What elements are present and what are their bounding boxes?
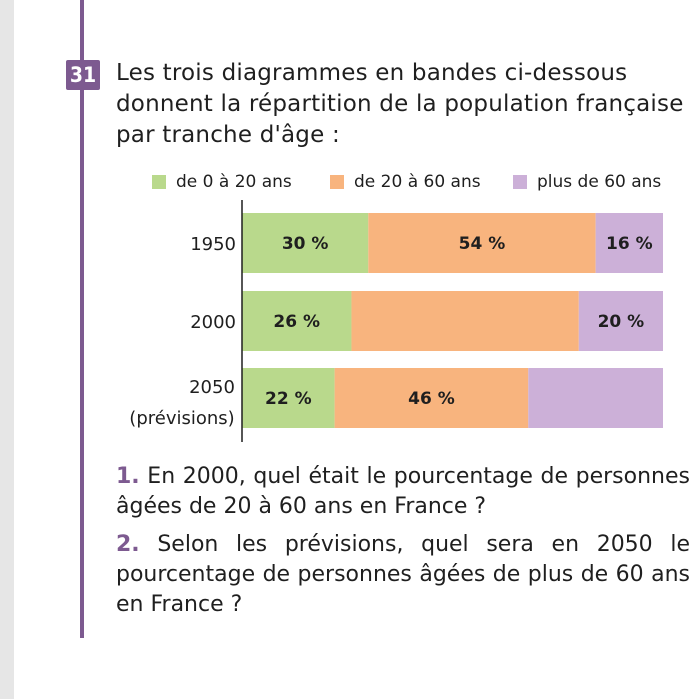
- exercise-number-badge: 31: [66, 60, 100, 90]
- page-edge-strip: [0, 0, 14, 699]
- legend-swatch-orange: [330, 175, 344, 189]
- bar-segment-1950-2: [595, 213, 663, 273]
- legend-item-20-60: de 20 à 60 ans: [330, 172, 481, 192]
- bar-data-label-1950-2: 16 %: [606, 234, 653, 254]
- bar-segment-2050-1: [334, 368, 529, 428]
- question-2-text: Selon les prévisions, quel sera en 2050 …: [116, 532, 690, 617]
- legend-item-0-20: de 0 à 20 ans: [152, 172, 292, 192]
- bar-data-label-1950-1: 54 %: [459, 234, 506, 254]
- legend-swatch-green: [152, 175, 166, 189]
- legend-label-0-20: de 0 à 20 ans: [176, 172, 292, 192]
- legend-label-20-60: de 20 à 60 ans: [354, 172, 481, 192]
- bar-segment-2050-0: [242, 368, 335, 428]
- bar-segment-1950-1: [368, 213, 596, 273]
- legend-label-60-plus: plus de 60 ans: [537, 172, 662, 192]
- category-label-1950: 1950: [190, 234, 236, 255]
- bar-segment-1950-0: [242, 213, 369, 273]
- question-1-number: 1.: [116, 464, 140, 489]
- question-1: 1. En 2000, quel était le pourcentage de…: [116, 462, 690, 522]
- question-2-number: 2.: [116, 532, 140, 557]
- bar-data-label-1950-0: 30 %: [282, 234, 329, 254]
- bar-data-label-2000-0: 26 %: [273, 312, 320, 332]
- legend-item-60-plus: plus de 60 ans: [513, 172, 661, 192]
- bar-segment-2000-2: [578, 291, 663, 351]
- stacked-bar-chart: 30 % 54 % 16 % 1950 26 % 20 % 2000 22 % 46 % 2050…: [129, 200, 663, 442]
- question-1-text: En 2000, quel était le pourcentage de pe…: [116, 464, 690, 519]
- bar-data-label-2000-2: 20 %: [598, 312, 645, 332]
- bar-segment-2000-1: [351, 291, 579, 351]
- category-sublabel-2050: (prévisions): [129, 408, 234, 429]
- chart-legend: de 0 à 20 ans de 20 à 60 ans plus de 60 …: [0, 172, 697, 198]
- bar-segment-2000-0: [242, 291, 352, 351]
- bar-segment-2050-2: [528, 368, 663, 428]
- questions: 1. En 2000, quel était le pourcentage de…: [116, 462, 690, 628]
- category-label-2000: 2000: [190, 312, 236, 333]
- legend-swatch-purple: [513, 175, 527, 189]
- bar-data-label-2050-1: 46 %: [408, 389, 455, 409]
- exercise-statement: Les trois diagrammes en bandes ci-dessou…: [116, 60, 684, 148]
- margin-rule: [80, 0, 84, 638]
- bar-data-label-2050-0: 22 %: [265, 389, 312, 409]
- question-2: 2. Selon les prévisions, quel sera en 20…: [116, 530, 690, 620]
- category-label-2050: 2050: [189, 377, 235, 398]
